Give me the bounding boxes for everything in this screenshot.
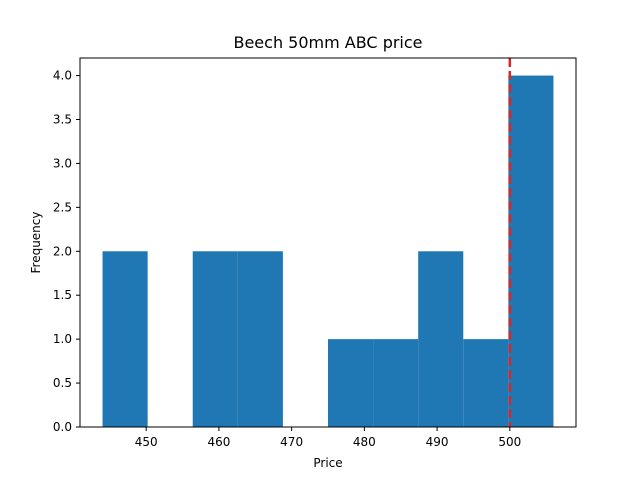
x-tick-label: 490	[426, 435, 449, 449]
y-tick-label: 0.0	[53, 420, 72, 434]
chart-title: Beech 50mm ABC price	[233, 33, 422, 52]
histogram-bar	[373, 339, 419, 427]
x-tick-label: 470	[280, 435, 303, 449]
y-tick-label: 3.0	[53, 156, 72, 170]
y-tick-label: 4.0	[53, 69, 72, 83]
y-tick-label: 2.5	[53, 200, 72, 214]
x-tick-label: 460	[207, 435, 230, 449]
y-tick-label: 2.0	[53, 244, 72, 258]
y-tick-label: 1.0	[53, 332, 72, 346]
bars-group	[102, 75, 554, 428]
x-ticks-group: 450 460 470 480 490 500	[135, 427, 521, 449]
x-axis-label: Price	[313, 456, 342, 470]
x-tick-label: 450	[135, 435, 158, 449]
histogram-bar	[508, 75, 554, 428]
axes-frame	[79, 57, 577, 428]
histogram-bar	[102, 251, 148, 427]
histogram-bar	[463, 339, 509, 427]
y-axis-label: Frequency	[29, 212, 43, 274]
x-tick-label: 500	[498, 435, 521, 449]
histogram-bar	[418, 251, 464, 427]
x-tick-label: 480	[353, 435, 376, 449]
y-tick-label: 3.5	[53, 113, 72, 127]
y-tick-label: 0.5	[53, 376, 72, 390]
y-ticks-group: 0.0 0.5 1.0 1.5 2.0 2.5 3.0 3.5 4.0	[53, 69, 80, 434]
y-tick-label: 1.5	[53, 288, 72, 302]
histogram-bar	[192, 251, 238, 427]
histogram-bar	[328, 339, 374, 427]
histogram-bar	[237, 251, 283, 427]
